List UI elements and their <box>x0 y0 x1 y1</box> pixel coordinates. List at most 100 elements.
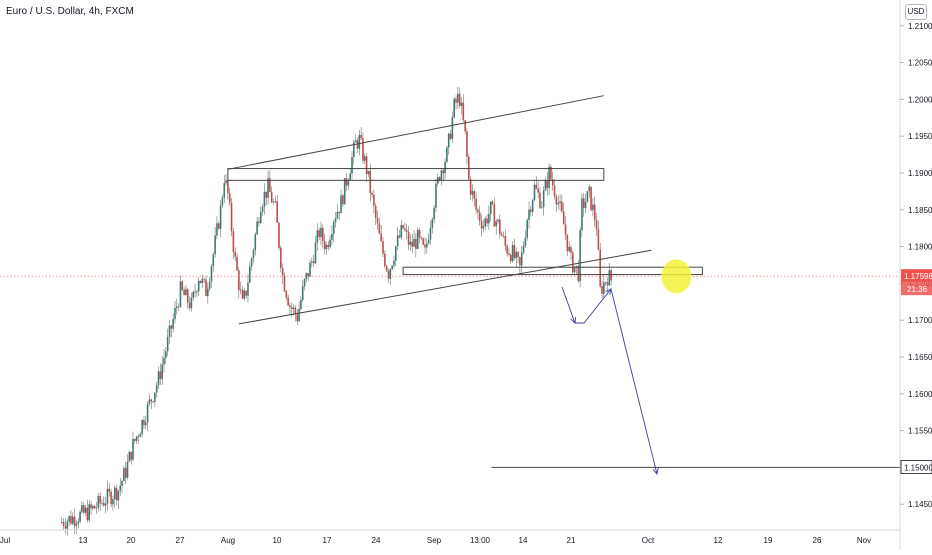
candle-body <box>280 247 282 268</box>
y-tick-label: 1.20000 <box>908 95 932 104</box>
upper-trendline[interactable] <box>227 95 604 170</box>
candle-body <box>427 239 430 244</box>
candle-body <box>331 234 333 240</box>
candle-body <box>210 266 213 282</box>
candle-body <box>478 212 481 222</box>
candle-body <box>252 250 255 259</box>
candle-body <box>95 507 98 509</box>
candle-body <box>367 170 370 175</box>
candle-body <box>504 235 507 246</box>
countdown-label: 21:36 <box>907 285 928 294</box>
candle-body <box>259 211 262 224</box>
candle-body <box>170 325 173 329</box>
candle-body <box>68 516 70 522</box>
candle-body <box>303 279 306 287</box>
candle-body <box>132 439 134 460</box>
candle-body <box>290 307 293 310</box>
candle-body <box>205 279 207 297</box>
candle-body <box>265 191 268 198</box>
candle-body <box>261 206 264 212</box>
candle-body <box>471 191 474 195</box>
candle-body <box>424 244 426 248</box>
candle-body <box>103 502 105 506</box>
candle-body <box>606 282 609 286</box>
candle-body <box>409 241 412 245</box>
candle-body <box>347 180 350 186</box>
candle-body <box>152 401 154 403</box>
candle-body <box>249 266 251 283</box>
candle-body <box>395 246 397 261</box>
candle-body <box>489 201 492 215</box>
candle-body <box>584 201 587 209</box>
candle-body <box>62 522 65 527</box>
candle-body <box>453 98 455 118</box>
candle-body <box>382 241 384 254</box>
candle-body <box>407 231 410 245</box>
candle-body <box>166 336 169 352</box>
y-tick-label: 1.19500 <box>908 132 932 141</box>
candle-body <box>506 245 508 254</box>
candle-body <box>276 201 278 223</box>
candle-body <box>258 221 260 224</box>
candle-body <box>599 249 601 287</box>
candle-body <box>495 221 497 227</box>
candle-body <box>568 246 570 252</box>
candle-body <box>208 281 211 289</box>
candle-body <box>519 257 521 266</box>
candle-body <box>515 251 518 259</box>
candle-body <box>75 523 78 526</box>
candle-body <box>530 209 532 212</box>
candle-body <box>243 290 246 299</box>
currency-button[interactable]: USD <box>905 4 927 20</box>
candle-body <box>216 223 218 236</box>
candle-body <box>446 147 448 162</box>
candle-body <box>469 179 472 195</box>
drawings[interactable] <box>227 95 900 476</box>
candle-body <box>353 142 355 158</box>
candle-body <box>263 191 266 207</box>
candle-body <box>539 192 541 208</box>
candle-body <box>415 238 417 249</box>
y-tick-label: 1.14500 <box>908 500 932 509</box>
candle-body <box>64 526 67 529</box>
x-tick-label: 13 <box>79 536 88 545</box>
candle-body <box>502 235 505 237</box>
resistance-box[interactable] <box>227 168 605 181</box>
candle-body <box>144 422 147 426</box>
candle-body <box>522 245 525 253</box>
candle-body <box>581 198 583 231</box>
candle-body <box>562 211 565 225</box>
candle-body <box>385 266 388 271</box>
candle-body <box>281 267 284 276</box>
candle-body <box>411 241 414 247</box>
candle-body <box>196 291 198 293</box>
candle-body <box>493 204 496 227</box>
support-box[interactable] <box>402 266 703 276</box>
candle-body <box>561 201 563 212</box>
candle-body <box>550 166 552 180</box>
candle-body <box>316 230 319 243</box>
candle-body <box>203 278 205 280</box>
candle-body <box>593 204 596 221</box>
candle-body <box>418 229 421 238</box>
candle-body <box>342 195 344 205</box>
candle-body <box>238 270 240 291</box>
highlight-circle[interactable] <box>661 259 692 294</box>
lower-trendline[interactable] <box>238 249 652 325</box>
candle-body <box>190 297 193 309</box>
candle-body <box>345 178 348 186</box>
candle-body <box>84 507 87 513</box>
candle-body <box>588 186 591 192</box>
projection-arrow[interactable] <box>561 286 658 475</box>
candle-body <box>586 191 589 202</box>
candle-body <box>433 207 435 220</box>
candle-body <box>360 134 362 139</box>
y-tick-label: 1.17000 <box>908 316 932 325</box>
candle-body <box>137 436 140 438</box>
candle-body <box>416 229 419 249</box>
candle-body <box>254 234 257 251</box>
y-tick-label: 1.18000 <box>908 243 932 252</box>
candle-body <box>526 220 528 238</box>
